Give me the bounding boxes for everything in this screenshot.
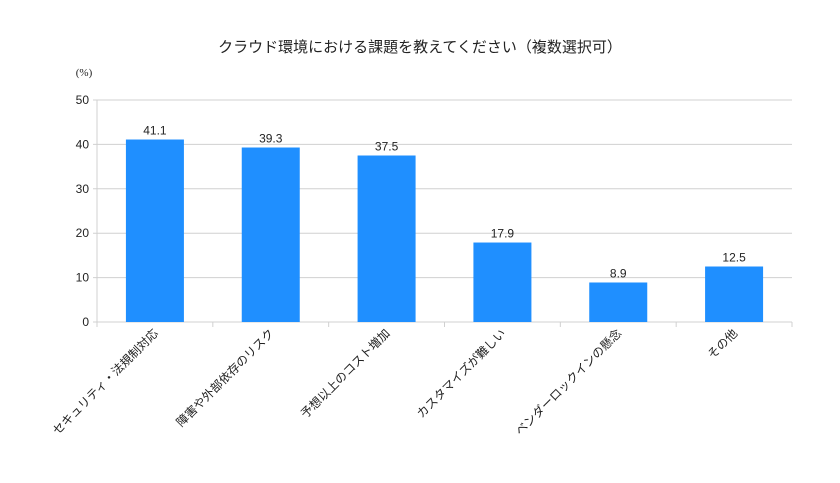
bar [705, 266, 764, 322]
x-category-label: カスタマイズが難しい [413, 326, 508, 421]
data-label: 41.1 [143, 124, 167, 138]
y-tick-label: 10 [76, 271, 90, 285]
x-category-label: 障害や外部依存のリスク [173, 326, 277, 430]
y-tick-label: 0 [82, 315, 89, 329]
x-category-label: その他 [705, 326, 740, 361]
x-category-label: 予想以上のコスト増加 [297, 326, 392, 421]
y-tick-label: 20 [76, 226, 90, 240]
bar [241, 147, 300, 322]
data-label: 8.9 [610, 266, 627, 280]
bar [357, 155, 416, 322]
data-label: 17.9 [491, 227, 515, 241]
data-label: 39.3 [259, 132, 283, 146]
bar [125, 139, 184, 322]
y-axis-unit-label: (%) [76, 67, 93, 79]
y-tick-label: 40 [76, 137, 90, 151]
bar [589, 282, 648, 322]
x-category-label: セキュリティ・法規制対応 [49, 326, 161, 438]
y-tick-label: 50 [76, 93, 90, 107]
x-category-label: ベンダーロックインの懸念 [512, 326, 624, 438]
y-tick-label: 30 [76, 182, 90, 196]
data-label: 12.5 [722, 251, 746, 265]
data-label: 37.5 [375, 140, 399, 154]
chart-title: クラウド環境における課題を教えてください（複数選択可） [218, 38, 622, 56]
bar [473, 242, 532, 322]
